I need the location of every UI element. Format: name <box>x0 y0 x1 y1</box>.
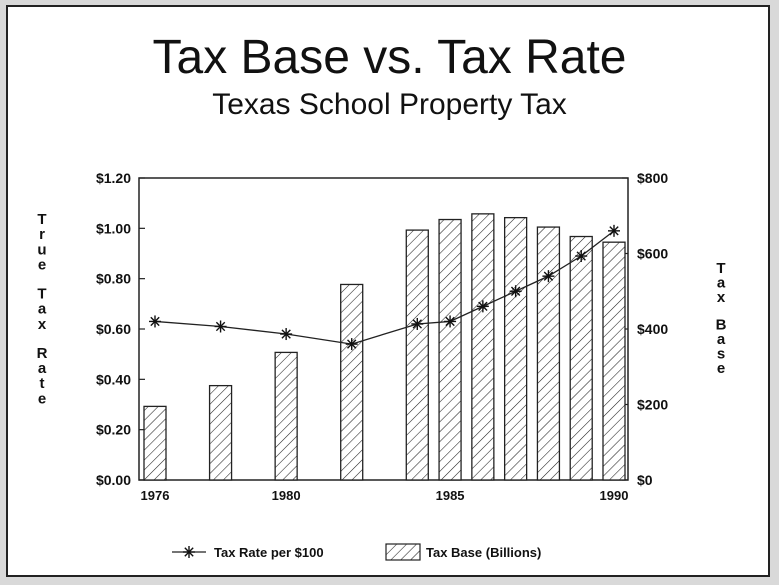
legend-label-tax-rate: Tax Rate per $100 <box>214 545 324 560</box>
chart-title: Tax Base vs. Tax Rate <box>152 31 627 84</box>
left-tick-label: $0.80 <box>96 271 131 287</box>
left-axis-label-letter: a <box>38 360 47 377</box>
line-point-marker <box>510 286 521 296</box>
line-point-marker <box>445 316 455 327</box>
left-axis-label-letter: T <box>37 211 46 228</box>
right-axis-label-letter: T <box>716 260 725 277</box>
line-point-marker <box>347 339 357 349</box>
right-axis-label-letter: e <box>717 360 725 377</box>
bar-tax-base <box>274 351 298 481</box>
legend-label-tax-base: Tax Base (Billions) <box>426 545 541 560</box>
right-tick-label: $800 <box>637 170 668 186</box>
bar-tax-base <box>536 226 561 481</box>
x-tick-label: 1980 <box>272 488 301 503</box>
bar-tax-base <box>438 218 462 481</box>
left-axis-label-letter: t <box>40 375 45 392</box>
left-tick-label: $0.20 <box>96 422 131 438</box>
left-axis-label-letter: e <box>38 390 46 407</box>
bar-tax-base <box>208 384 233 481</box>
right-tick-label: $400 <box>637 321 668 337</box>
left-tick-label: $0.40 <box>96 371 131 387</box>
line-point-marker <box>281 329 291 339</box>
left-tick-label: $0.00 <box>96 472 131 488</box>
bar-tax-base <box>143 405 167 481</box>
left-tick-label: $1.00 <box>96 220 131 236</box>
left-axis-label-letter: u <box>37 241 46 258</box>
left-axis-label-letter: r <box>39 226 45 243</box>
left-axis-label-letter: a <box>38 301 47 318</box>
right-axis-label-letter: s <box>717 346 725 363</box>
left-tick-label: $0.60 <box>96 321 131 337</box>
bar-tax-base <box>569 235 593 481</box>
bar-tax-base <box>405 229 429 481</box>
chart-frame <box>6 5 770 577</box>
line-point-marker <box>609 226 619 236</box>
right-tick-label: $200 <box>637 397 668 413</box>
bar-tax-base <box>340 283 364 481</box>
x-tick-label: 1976 <box>141 488 170 503</box>
bar-tax-base <box>471 213 495 481</box>
line-point-marker <box>543 271 554 281</box>
line-point-marker <box>478 301 488 312</box>
right-tick-label: $0 <box>637 472 653 488</box>
right-axis-label-letter: a <box>717 275 726 292</box>
left-axis-label-letter: e <box>38 257 46 274</box>
right-axis-label-letter: B <box>716 317 727 334</box>
line-point-marker <box>412 319 422 329</box>
x-tick-label: 1990 <box>600 488 629 503</box>
legend-bar-swatch <box>385 543 421 561</box>
chart-subtitle: Texas School Property Tax <box>212 88 567 121</box>
right-axis-label-letter: x <box>717 289 726 306</box>
right-axis-label-letter: a <box>717 331 726 348</box>
left-tick-label: $1.20 <box>96 170 131 186</box>
bar-tax-base <box>602 241 626 481</box>
line-point-marker <box>150 316 160 327</box>
line-point-marker <box>215 321 226 332</box>
line-point-marker <box>576 251 586 261</box>
left-axis-label-letter: R <box>37 345 48 362</box>
x-tick-label: 1985 <box>436 488 465 503</box>
right-tick-label: $600 <box>637 246 668 262</box>
legend-star-marker <box>184 547 194 557</box>
left-axis-label-letter: x <box>38 316 47 333</box>
bar-tax-base <box>503 216 528 481</box>
left-axis-label-letter: T <box>37 285 46 302</box>
